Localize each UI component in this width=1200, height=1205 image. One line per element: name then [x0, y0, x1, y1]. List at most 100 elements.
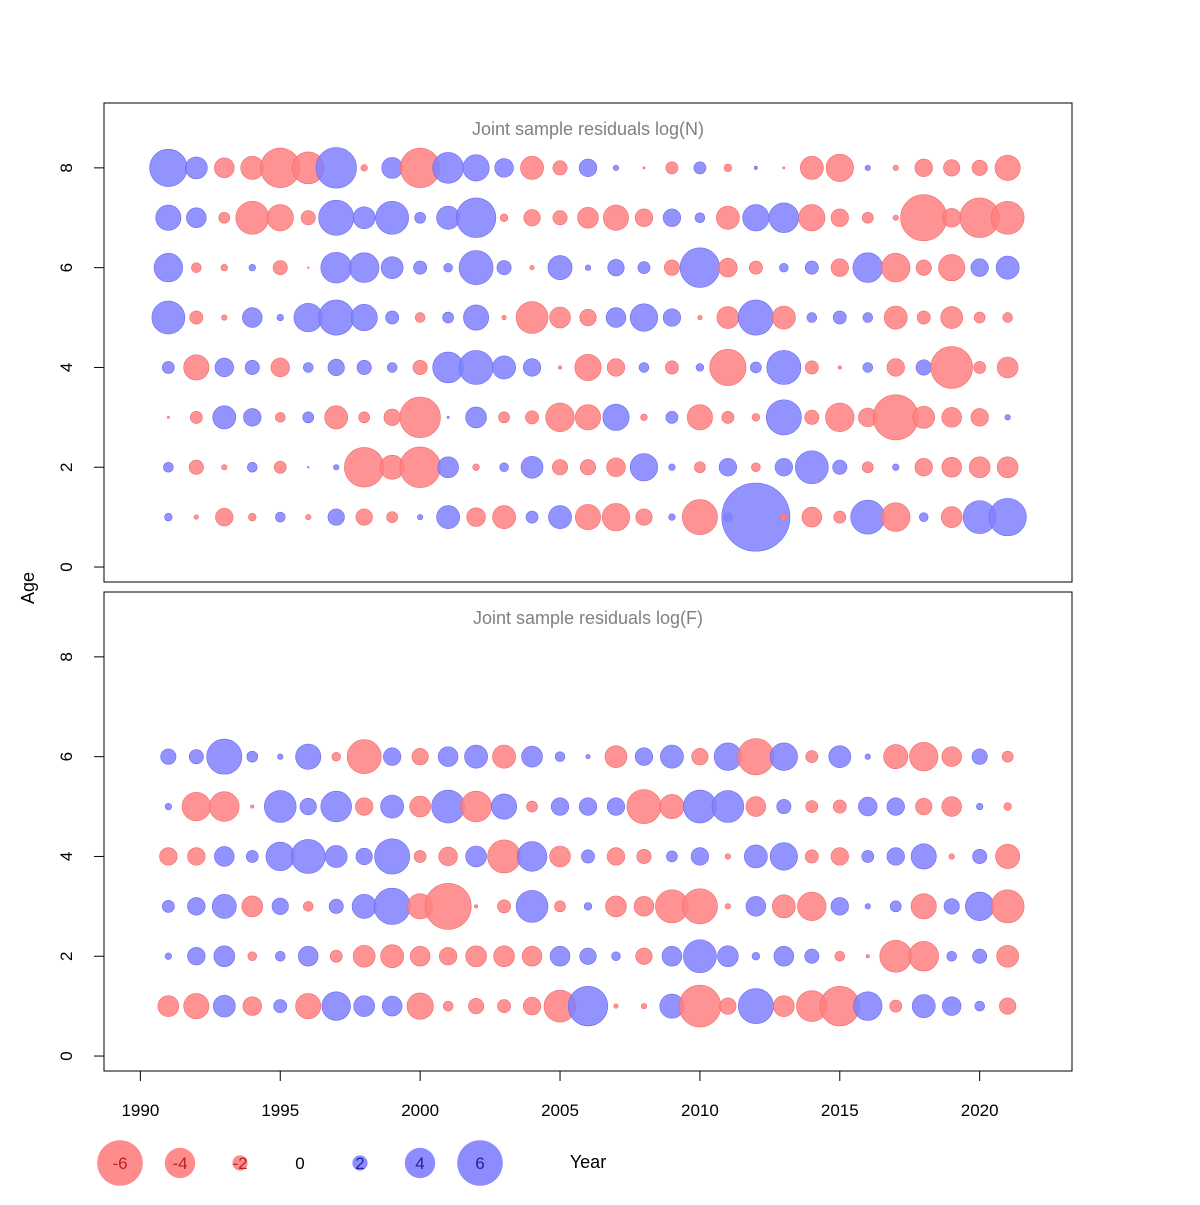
residual-bubble [499, 462, 509, 472]
residual-bubble [380, 944, 405, 969]
residual-bubble [550, 797, 570, 816]
residual-bubble [277, 753, 284, 760]
residual-bubble [694, 212, 706, 224]
residual-bubble [248, 512, 257, 522]
residual-bubble [545, 402, 575, 432]
residual-bubble [183, 354, 210, 381]
residual-bubble [381, 157, 403, 179]
residual-bubble [327, 508, 345, 526]
residual-bubble [660, 744, 684, 769]
residual-bubble [943, 159, 961, 177]
x-axis-label: Year [570, 1152, 606, 1172]
residual-bubble [307, 466, 310, 469]
residual-bubble [751, 952, 761, 961]
residual-bubble [721, 482, 791, 552]
residual-bubble [886, 847, 905, 866]
residual-bubble [852, 252, 883, 283]
residual-bubble [273, 460, 287, 474]
residual-bubble [185, 156, 208, 180]
residual-bubble [327, 358, 345, 376]
residual-bubble [547, 255, 573, 281]
residual-bubble [690, 847, 710, 866]
residual-bubble [750, 361, 762, 374]
residual-bubble [455, 197, 497, 238]
residual-bubble [665, 360, 679, 375]
residual-bubble [437, 456, 459, 478]
residual-bubble [160, 748, 177, 765]
residual-bubble [678, 984, 722, 1028]
residual-bubble [948, 853, 955, 860]
residual-bubble [413, 260, 428, 275]
residual-bubble [302, 901, 314, 912]
residual-bubble [585, 754, 591, 760]
residual-bubble [919, 512, 929, 522]
residual-bubble [468, 998, 485, 1015]
residual-bubble [328, 898, 344, 914]
residual-bubble [686, 404, 713, 431]
residual-bubble [908, 941, 939, 972]
residual-bubble [583, 902, 593, 911]
residual-bubble [399, 446, 441, 488]
residual-bubble [765, 399, 802, 436]
residual-bubble [494, 158, 514, 178]
legend-label: 4 [415, 1154, 424, 1173]
residual-bubble [548, 505, 572, 529]
residual-bubble [994, 154, 1021, 181]
panel-frame-1 [103, 102, 1073, 583]
residual-bubble [909, 742, 939, 772]
residual-bubble [436, 505, 460, 529]
residual-bubble [321, 991, 351, 1021]
residual-bubble [276, 313, 284, 322]
residual-bubble [460, 790, 492, 823]
residual-bubble [164, 802, 172, 811]
residual-bubble [668, 513, 676, 521]
residual-bubble [864, 903, 871, 910]
residual-bubble [221, 464, 228, 471]
residual-bubble [206, 738, 243, 775]
residual-bubble [520, 156, 544, 180]
residual-bubble [578, 797, 598, 816]
residual-bubble [522, 997, 542, 1016]
residual-bubble [307, 266, 310, 269]
residual-bubble [406, 992, 434, 1020]
residual-bubble [409, 946, 431, 967]
residual-bubble [188, 459, 204, 475]
residual-bubble [183, 993, 210, 1020]
residual-bubble [414, 211, 426, 224]
legend-label: 2 [355, 1154, 364, 1173]
residual-bubble [235, 200, 270, 235]
residual-bubble [193, 514, 199, 520]
residual-bubble [525, 510, 539, 524]
residual-bubble [634, 208, 654, 227]
residual-bubble [892, 463, 900, 471]
residual-bubble [940, 506, 963, 528]
residual-bubble [264, 790, 297, 823]
residual-bubble [474, 904, 479, 909]
y-axis-label: Age [18, 572, 38, 604]
residual-bubble [611, 951, 621, 961]
residual-bubble [151, 300, 186, 335]
residual-bubble [666, 850, 678, 863]
residual-bubble [780, 513, 788, 521]
residual-bubble [578, 158, 598, 177]
residual-bubble [567, 986, 609, 1027]
residual-bubble [187, 897, 206, 916]
residual-bubble [773, 946, 795, 967]
residual-bubble [659, 794, 685, 819]
residual-bubble [356, 359, 372, 375]
residual-bubble [892, 164, 899, 171]
residual-bubble [724, 903, 731, 910]
residual-bubble [243, 408, 262, 427]
residual-bubble [350, 304, 378, 332]
residual-bubble [247, 951, 257, 961]
residual-bubble [795, 450, 829, 485]
residual-bubble [833, 510, 847, 524]
residual-bubble [462, 154, 490, 182]
residual-bubble [549, 946, 571, 967]
residual-bubble [333, 464, 340, 471]
residual-bubble [164, 512, 173, 522]
residual-bubble [883, 744, 909, 770]
residual-bubble [383, 747, 402, 766]
residual-bubble [516, 841, 548, 872]
residual-bubble [768, 202, 799, 233]
